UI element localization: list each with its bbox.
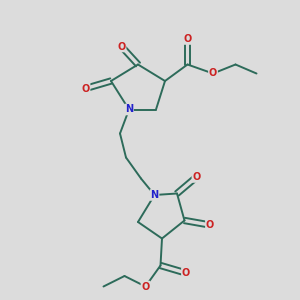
Text: O: O <box>206 220 214 230</box>
Text: O: O <box>183 34 192 44</box>
Text: O: O <box>117 41 126 52</box>
Text: O: O <box>209 68 217 79</box>
Text: O: O <box>141 281 150 292</box>
Text: N: N <box>150 190 159 200</box>
Text: N: N <box>125 104 133 115</box>
Text: O: O <box>182 268 190 278</box>
Text: O: O <box>192 172 201 182</box>
Text: O: O <box>81 83 90 94</box>
